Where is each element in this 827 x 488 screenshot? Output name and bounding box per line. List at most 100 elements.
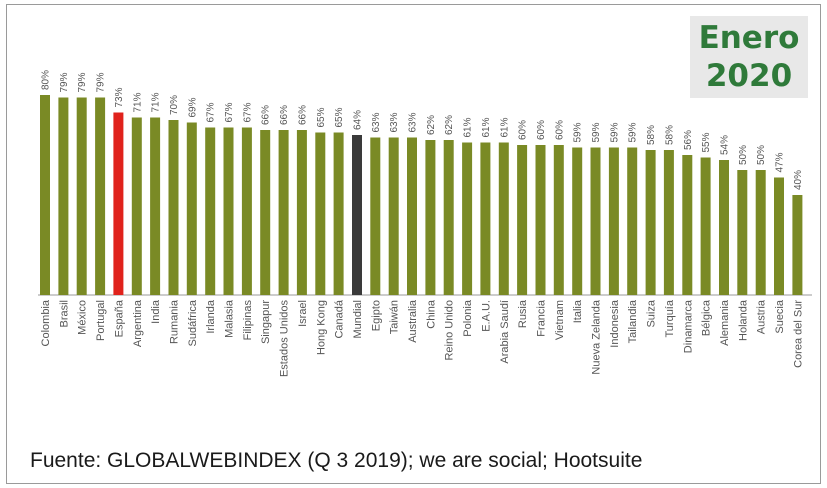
category-label: Rusia: [517, 299, 529, 328]
value-label: 69%: [187, 97, 198, 117]
value-label: 70%: [169, 95, 180, 115]
category-label: Hong Kong: [315, 300, 327, 355]
bar: [700, 157, 711, 295]
category-label: Vietnam: [554, 300, 566, 340]
category-label: Argentina: [132, 299, 144, 347]
value-label: 50%: [738, 145, 749, 165]
bar: [76, 97, 87, 295]
value-label: 58%: [664, 125, 675, 145]
category-label: China: [425, 299, 437, 329]
value-label: 63%: [389, 112, 400, 132]
category-label: Suiza: [646, 299, 658, 327]
bar: [241, 127, 252, 295]
category-label: Portugal: [95, 300, 107, 341]
bar: [205, 127, 216, 295]
value-label: 58%: [646, 125, 657, 145]
value-label: 40%: [793, 170, 804, 190]
bar: [517, 145, 528, 295]
value-label: 73%: [114, 87, 125, 107]
bar: [352, 135, 362, 295]
bar: [792, 195, 803, 295]
bar: [131, 117, 142, 295]
category-label: Francia: [536, 299, 548, 337]
bar: [407, 137, 417, 295]
bar: [260, 130, 271, 295]
category-label: Tailandia: [627, 299, 639, 343]
bar: [480, 142, 491, 295]
bar: [755, 170, 766, 295]
value-label: 62%: [444, 115, 455, 135]
category-label: Irlanda: [205, 299, 217, 334]
category-label: India: [150, 299, 162, 324]
badge-month: Enero: [698, 20, 800, 56]
category-label: España: [113, 299, 125, 337]
bar: [315, 132, 326, 295]
category-label: Israel: [297, 300, 309, 327]
bar: [553, 145, 564, 295]
bar: [40, 95, 50, 295]
bar: [95, 97, 106, 295]
category-label: Colombia: [40, 299, 52, 346]
bar: [737, 170, 748, 295]
bar: [663, 150, 674, 295]
value-label: 63%: [371, 112, 382, 132]
bar: [168, 120, 179, 295]
value-label: 61%: [463, 117, 474, 137]
value-label: 59%: [609, 122, 620, 142]
category-label: Bélgica: [701, 299, 713, 336]
value-label: 67%: [224, 102, 235, 122]
category-label: Corea del Sur: [792, 300, 804, 368]
category-label: Holanda: [737, 299, 749, 341]
value-label: 59%: [628, 122, 639, 142]
bar: [58, 97, 69, 295]
value-label: 47%: [775, 152, 786, 172]
date-badge: Enero 2020: [690, 16, 808, 98]
category-label: Filipinas: [242, 300, 254, 341]
value-label: 60%: [554, 120, 565, 140]
bar: [278, 130, 289, 295]
category-label: Australia: [407, 299, 419, 343]
value-label: 71%: [132, 92, 143, 112]
value-label: 55%: [701, 132, 712, 152]
bar: [296, 130, 307, 295]
value-label: 61%: [499, 117, 510, 137]
value-label: 79%: [77, 72, 88, 92]
value-label: 61%: [481, 117, 492, 137]
value-label: 65%: [334, 107, 345, 127]
bar: [774, 177, 784, 295]
bar: [443, 140, 454, 295]
value-label: 54%: [720, 135, 731, 155]
value-label: 65%: [316, 107, 327, 127]
value-label: 80%: [41, 70, 52, 90]
bar: [719, 160, 729, 295]
category-label: Indonesia: [609, 299, 621, 348]
value-label: 50%: [756, 145, 767, 165]
value-label: 66%: [261, 105, 272, 125]
value-label: 59%: [591, 122, 602, 142]
category-label: Reino Unido: [444, 300, 456, 361]
value-label: 67%: [206, 102, 217, 122]
bar: [498, 142, 509, 295]
category-label: Singapur: [260, 300, 272, 344]
value-label: 79%: [59, 72, 70, 92]
category-label: Alemania: [719, 299, 731, 346]
bar: [425, 140, 436, 295]
category-label: Taiwán: [389, 300, 401, 334]
category-label: Polonia: [462, 299, 474, 337]
bar: [572, 147, 583, 295]
value-label: 66%: [297, 105, 308, 125]
value-label: 66%: [279, 105, 290, 125]
value-label: 79%: [96, 72, 107, 92]
value-label: 59%: [573, 122, 584, 142]
value-label: 62%: [426, 115, 437, 135]
bar: [388, 137, 399, 295]
bar: [333, 132, 344, 295]
category-label: Egipto: [370, 300, 382, 331]
category-label: Sudáfrica: [187, 299, 199, 346]
category-label: Rumania: [169, 299, 181, 344]
bar: [186, 122, 197, 295]
bar: [682, 155, 693, 295]
value-label: 67%: [242, 102, 253, 122]
bar: [370, 137, 381, 295]
category-label: Suecia: [774, 299, 786, 334]
